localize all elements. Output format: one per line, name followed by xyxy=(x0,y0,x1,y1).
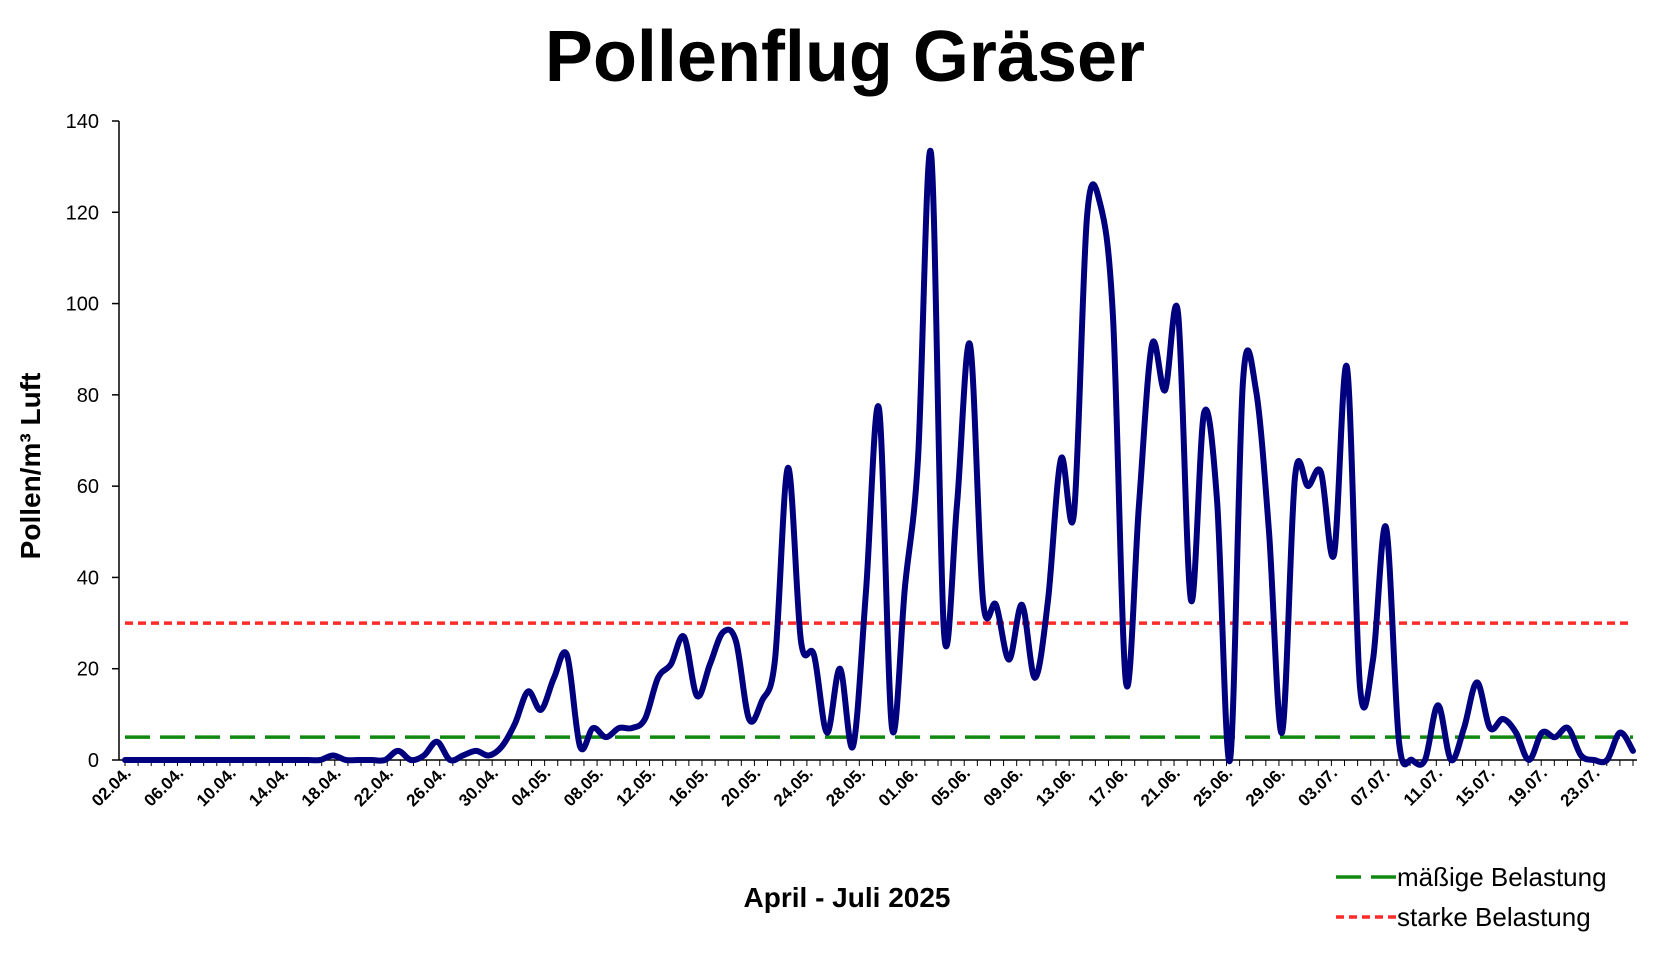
y-tick-label: 60 xyxy=(77,476,99,498)
y-tick-label: 140 xyxy=(66,111,99,133)
y-axis-label: Pollen/m³ Luft xyxy=(15,373,46,560)
legend-strong-label: starke Belastung xyxy=(1397,902,1591,932)
x-tick-label: 15.07. xyxy=(1452,763,1499,810)
y-tick-label: 0 xyxy=(88,750,99,772)
x-tick-label: 11.07. xyxy=(1400,763,1446,809)
x-tick-label: 03.07. xyxy=(1294,763,1341,810)
y-axis-ticks: 0 20 40 60 80 100 120 140 xyxy=(66,111,119,772)
x-tick-label: 07.07. xyxy=(1347,763,1394,810)
x-tick-label: 09.06. xyxy=(980,763,1027,810)
x-tick-label: 25.06. xyxy=(1189,763,1236,810)
y-tick-label: 20 xyxy=(77,659,99,681)
x-axis-label: April - Juli 2025 xyxy=(744,882,951,913)
legend-moderate-label: mäßige Belastung xyxy=(1397,862,1607,892)
y-tick-label: 40 xyxy=(77,567,99,589)
grass-pollen-series-line xyxy=(122,147,1636,768)
x-tick-label: 04.05. xyxy=(508,763,555,810)
legend: mäßige Belastung starke Belastung xyxy=(1336,862,1607,932)
x-tick-label: 17.06. xyxy=(1085,763,1132,810)
x-tick-label: 24.05. xyxy=(770,763,817,810)
x-tick-label: 22.04. xyxy=(350,763,397,810)
x-tick-label: 28.05. xyxy=(822,763,869,810)
x-tick-label: 13.06. xyxy=(1032,763,1079,810)
x-tick-label: 26.04. xyxy=(403,763,450,810)
x-tick-label: 18.04. xyxy=(298,763,345,810)
x-tick-label: 16.05. xyxy=(665,763,712,810)
x-tick-label: 14.04. xyxy=(245,763,292,810)
x-tick-label: 12.05. xyxy=(612,763,659,810)
y-tick-label: 120 xyxy=(66,202,99,224)
x-tick-label: 10.04. xyxy=(193,763,240,810)
x-tick-label: 23.07. xyxy=(1557,763,1604,810)
x-tick-label: 05.06. xyxy=(927,763,974,810)
y-tick-label: 100 xyxy=(66,294,99,316)
x-tick-label: 19.07. xyxy=(1504,763,1551,810)
chart-title: Pollenflug Gräser xyxy=(545,17,1145,97)
x-tick-label: 30.04. xyxy=(455,763,502,810)
x-tick-label: 29.06. xyxy=(1242,763,1289,810)
y-tick-label: 80 xyxy=(77,385,99,407)
x-axis-ticks: 02.04. 06.04. 10.04. 14.04. 18.04. 22.04. 26.0… xyxy=(88,760,1634,810)
x-tick-label: 20.05. xyxy=(717,763,764,810)
x-tick-label: 08.05. xyxy=(560,763,607,810)
x-tick-label: 21.06. xyxy=(1137,763,1184,810)
x-tick-label: 06.04. xyxy=(140,763,187,810)
x-tick-label: 01.06. xyxy=(875,763,922,810)
